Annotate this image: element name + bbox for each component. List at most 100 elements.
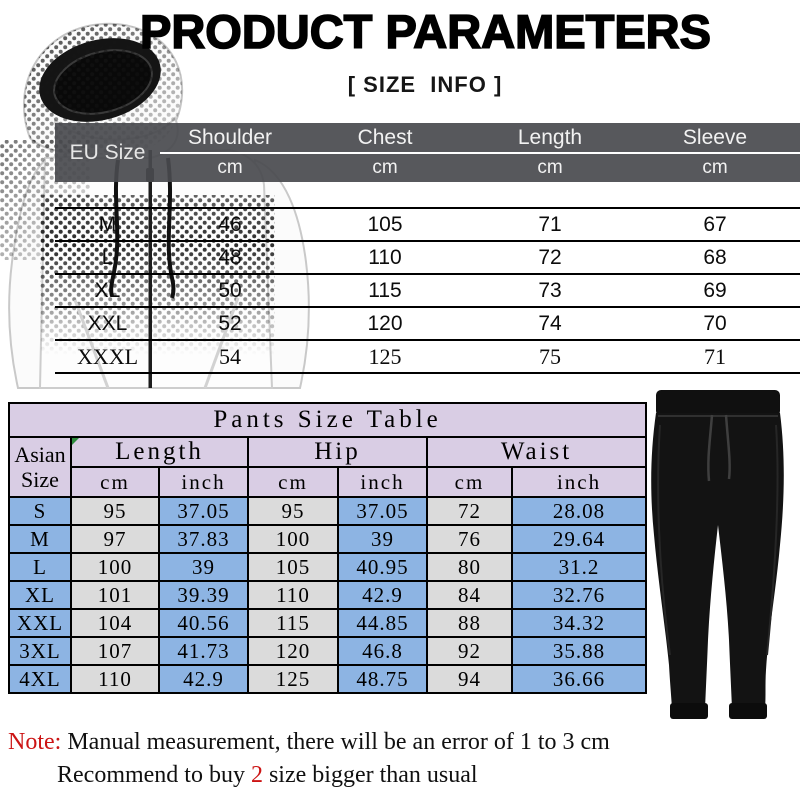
size-label: XL <box>8 580 72 610</box>
table-cell: 120 <box>367 311 403 335</box>
table-cell: 37.05 <box>337 496 428 526</box>
size-label: 4XL <box>8 664 72 694</box>
table-cell: 92 <box>426 636 513 666</box>
unit-header: cm <box>70 466 160 498</box>
note-label: Note: <box>8 729 62 755</box>
table-row: M 97 37.83 100 39 76 29.64 <box>8 524 648 554</box>
table-cell: 75 <box>539 343 561 369</box>
table-cell: 42.9 <box>337 580 428 610</box>
table-cell: 80 <box>426 552 513 582</box>
unit-header: cm <box>426 466 513 498</box>
table-cell: 31.2 <box>510 552 648 582</box>
column-label: Shoulder <box>160 123 300 154</box>
table-cell: 34.32 <box>510 608 648 638</box>
page-title: PRODUCT PARAMETERS <box>139 4 712 59</box>
table-row: XL 50 115 73 69 <box>55 273 800 306</box>
table-row: XL 101 39.39 110 42.9 84 32.76 <box>8 580 648 610</box>
note-line2-after: size bigger than usual <box>262 762 478 788</box>
eu-size-corner-label: EU Size <box>69 140 146 164</box>
column-label: Length <box>470 123 630 154</box>
table-cell: 39 <box>158 552 249 582</box>
note-line1-text: Manual measurement, there will be an err… <box>61 729 610 755</box>
table-row: M 46 105 71 67 <box>55 207 800 240</box>
table-cell: 37.83 <box>158 524 249 554</box>
pants-product-image <box>651 390 784 719</box>
group-label: Hip <box>314 438 361 465</box>
table-cell: 68 <box>703 245 727 269</box>
group-header-waist: Waist <box>425 436 648 468</box>
table-cell: 41.73 <box>158 636 249 666</box>
table-cell: 40.95 <box>337 552 428 582</box>
table-cell: 46 <box>218 212 242 236</box>
measurement-note: Note: Manual measurement, there will be … <box>8 726 648 792</box>
table-cell: 105 <box>247 552 339 582</box>
column-unit: cm <box>217 157 243 178</box>
column-unit: cm <box>537 157 563 178</box>
unit-header: inch <box>337 466 428 498</box>
table-cell: 50 <box>218 278 242 302</box>
table-cell: 32.76 <box>510 580 648 610</box>
size-label: M <box>8 524 72 554</box>
table-cell: 69 <box>703 278 727 302</box>
note-line2-before: Recommend to buy <box>57 762 251 788</box>
table-cell: 100 <box>247 524 339 554</box>
eu-size-table-header: EU Size Shoulder cm Chest cm Length cm S… <box>55 123 800 182</box>
size-label: M <box>98 212 117 236</box>
table-cell: 115 <box>368 278 402 302</box>
table-cell: 95 <box>247 496 339 526</box>
table-cell: 71 <box>704 343 726 369</box>
table-cell: 100 <box>70 552 160 582</box>
table-row: 3XL 107 41.73 120 46.8 92 35.88 <box>8 636 648 666</box>
table-cell: 110 <box>368 245 402 269</box>
table-cell: 37.05 <box>158 496 249 526</box>
table-cell: 72 <box>538 245 562 269</box>
table-cell: 52 <box>218 311 242 335</box>
table-cell: 39 <box>337 524 428 554</box>
table-cell: 36.66 <box>510 664 648 694</box>
column-unit: cm <box>702 157 728 178</box>
table-cell: 94 <box>426 664 513 694</box>
table-cell: 107 <box>70 636 160 666</box>
table-cell: 105 <box>367 212 403 236</box>
table-cell: 115 <box>247 608 339 638</box>
excel-corner-marker <box>73 439 79 445</box>
table-cell: 42.9 <box>158 664 249 694</box>
table-cell: 54 <box>219 343 241 369</box>
column-label: Sleeve <box>630 123 800 154</box>
group-header-hip: Hip <box>247 436 428 468</box>
table-cell: 67 <box>703 212 727 236</box>
table-cell: 76 <box>426 524 513 554</box>
size-info-subtitle: [ SIZE INFO ] <box>347 72 503 97</box>
column-unit: cm <box>372 157 398 178</box>
asian-size-line2: Size <box>21 467 59 492</box>
table-cell: 95 <box>70 496 160 526</box>
table-cell: 72 <box>426 496 513 526</box>
group-header-length: Length <box>70 436 249 468</box>
size-label: 3XL <box>8 636 72 666</box>
table-cell: 46.8 <box>337 636 428 666</box>
size-label: S <box>8 496 72 526</box>
table-cell: 84 <box>426 580 513 610</box>
column-label: Chest <box>300 123 470 154</box>
size-label: XXXL <box>76 343 139 369</box>
column-header-shoulder: Shoulder cm <box>160 123 300 182</box>
size-label: XXL <box>87 311 128 335</box>
table-cell: 125 <box>247 664 339 694</box>
table-cell: 73 <box>538 278 562 302</box>
eu-size-table-rows: M 46 105 71 67 L 48 110 72 68 XL 50 115 … <box>55 207 800 374</box>
table-cell: 110 <box>70 664 160 694</box>
table-row: XXXL 54 125 75 71 <box>55 339 800 374</box>
note-line1: Note: Manual measurement, there will be … <box>8 726 648 759</box>
table-cell: 120 <box>247 636 339 666</box>
asian-size-line1: Asian <box>14 442 66 467</box>
pants-table-title: Pants Size Table <box>7 402 648 438</box>
table-cell: 110 <box>247 580 339 610</box>
column-header-length: Length cm <box>470 123 630 182</box>
table-row: 4XL 110 42.9 125 48.75 94 36.66 <box>8 664 648 694</box>
unit-header: inch <box>510 466 648 498</box>
group-label: Length <box>115 438 204 465</box>
table-cell: 101 <box>70 580 160 610</box>
asian-size-header: Asian Size <box>8 436 72 498</box>
table-row: L 100 39 105 40.95 80 31.2 <box>8 552 648 582</box>
